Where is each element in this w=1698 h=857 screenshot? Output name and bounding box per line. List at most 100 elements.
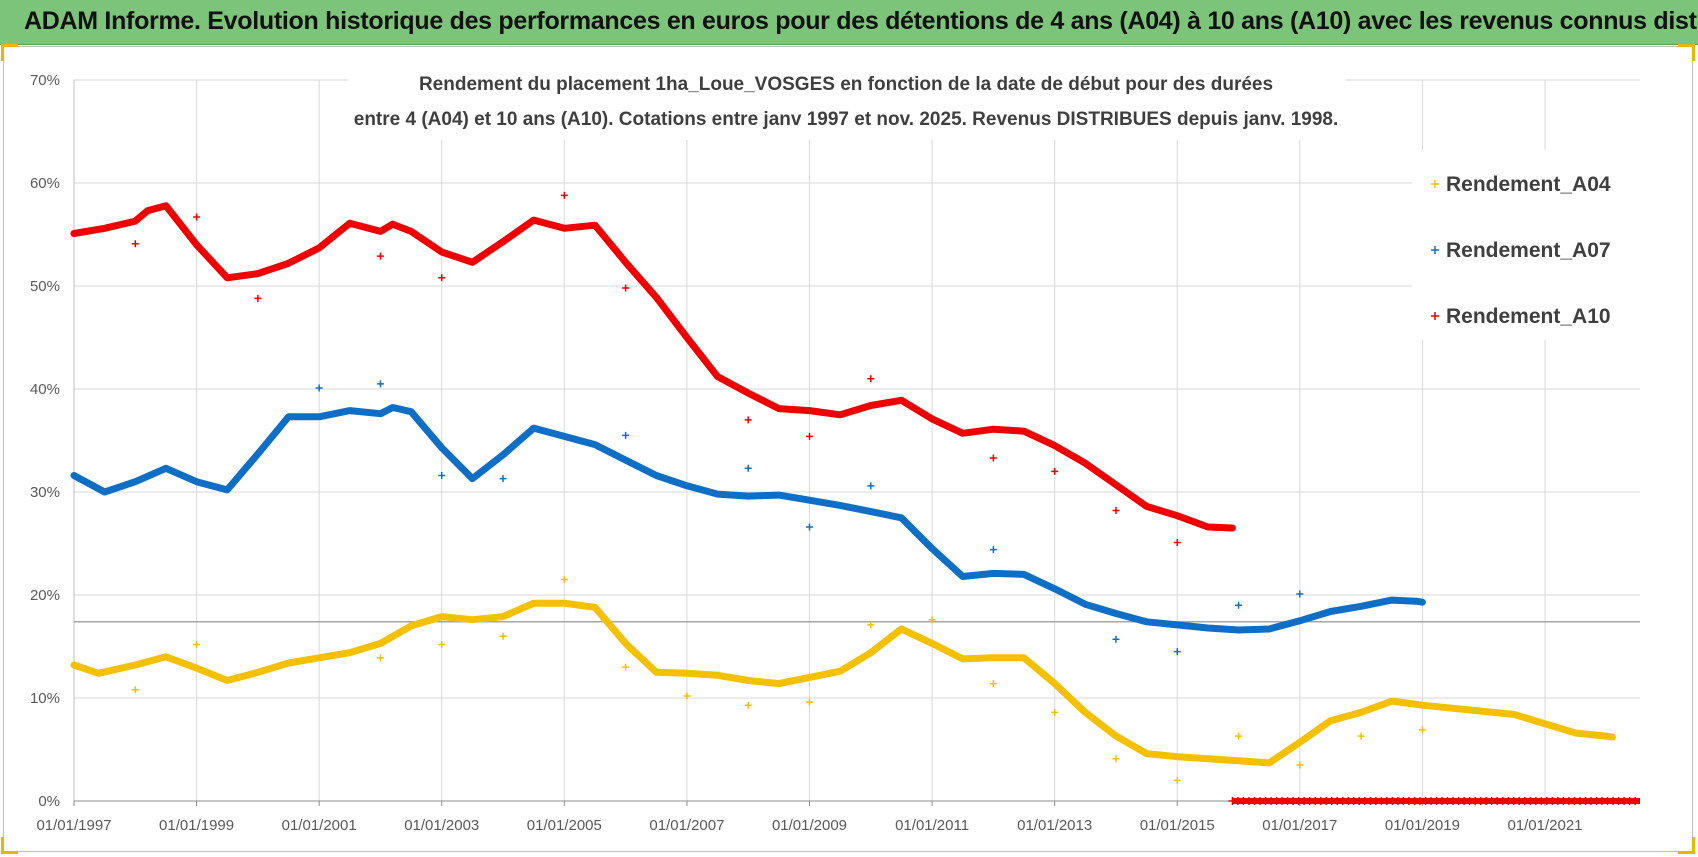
data-point-a07	[242, 466, 249, 473]
data-point-a04	[349, 648, 356, 655]
data-point-a07	[159, 466, 166, 473]
data-point-a10	[148, 206, 155, 213]
data-point-a07	[126, 480, 133, 487]
data-point-a10	[451, 253, 458, 260]
data-point-a07	[435, 440, 442, 447]
data-point-a10	[1177, 513, 1184, 520]
data-point-a07	[652, 472, 659, 479]
data-point-a04	[1372, 703, 1379, 710]
data-point-a04	[1532, 717, 1539, 724]
data-point-a04	[1543, 721, 1550, 728]
chart-title-line-2: entre 4 (A04) et 10 ans (A10). Cotations…	[354, 109, 1338, 130]
data-point-a04	[186, 662, 193, 669]
x-tick-label: 01/01/2009	[772, 817, 847, 834]
data-point-a10	[641, 281, 648, 288]
data-point-a10	[666, 312, 673, 319]
outlier-point-a07	[376, 380, 384, 388]
data-point-a04	[1265, 759, 1272, 766]
data-point-a10	[195, 243, 202, 250]
data-point-a07	[1091, 604, 1098, 611]
x-tick-label: 01/01/2013	[1017, 817, 1092, 834]
outlier-point-a10	[376, 252, 384, 260]
data-point-a07	[1108, 609, 1115, 616]
data-point-a07	[106, 487, 113, 494]
data-point-a07	[901, 517, 908, 524]
data-point-a04	[272, 663, 279, 670]
outlier-point-a04	[1357, 732, 1365, 740]
data-point-a07	[1298, 617, 1305, 624]
data-point-a07	[917, 534, 924, 541]
data-point-a04	[1519, 713, 1526, 720]
data-point-a04	[352, 648, 359, 655]
data-point-a04	[371, 642, 378, 649]
outlier-point-a10	[744, 416, 752, 424]
data-point-a10	[688, 340, 695, 347]
data-point-a04	[214, 673, 221, 680]
data-point-a07	[186, 475, 193, 482]
data-point-a10	[269, 265, 276, 272]
data-point-a07	[1301, 616, 1308, 623]
data-point-a04	[1521, 714, 1528, 721]
data-point-a07	[432, 437, 439, 444]
data-point-a10	[1174, 512, 1181, 519]
data-point-a10	[200, 249, 207, 256]
corner-mark-top-left	[1, 44, 18, 61]
data-point-a04	[1361, 708, 1368, 715]
data-point-a10	[457, 255, 464, 262]
data-point-a04	[280, 661, 287, 668]
data-point-a07	[914, 531, 921, 538]
data-point-a07	[1085, 602, 1092, 609]
data-point-a07	[145, 472, 152, 479]
data-point-a04	[206, 670, 213, 677]
data-point-a07	[264, 439, 271, 446]
outlier-point-a07	[622, 431, 630, 439]
outlier-point-a10	[560, 191, 568, 199]
outlier-point-a04	[1173, 776, 1181, 784]
data-point-a07	[230, 479, 237, 486]
data-point-a04	[1367, 706, 1374, 713]
data-point-a04	[73, 662, 80, 669]
data-point-a04	[1375, 702, 1382, 709]
outlier-point-a07	[867, 482, 875, 490]
data-point-a10	[448, 252, 455, 259]
data-point-a04	[346, 649, 353, 656]
legend-background	[1412, 150, 1644, 340]
data-point-a07	[410, 411, 417, 418]
x-tick-label: 01/01/2015	[1140, 817, 1215, 834]
data-point-a07	[672, 478, 679, 485]
data-point-a07	[170, 468, 177, 475]
data-point-a04	[181, 660, 188, 667]
data-point-a04	[1535, 718, 1542, 725]
data-point-a10	[846, 409, 853, 416]
data-point-a07	[247, 459, 254, 466]
data-point-a04	[93, 669, 100, 676]
data-point-a07	[1088, 603, 1095, 610]
data-point-a07	[898, 514, 905, 521]
data-point-a10	[650, 290, 657, 297]
data-point-a07	[112, 485, 119, 492]
data-point-a10	[854, 406, 861, 413]
x-tick-label: 01/01/2011	[895, 817, 969, 834]
data-point-a10	[528, 218, 535, 225]
data-point-a04	[592, 604, 599, 611]
x-tick-label: 01/01/2007	[649, 817, 724, 834]
data-point-a10	[1165, 510, 1172, 517]
outlier-point-a07	[1296, 590, 1304, 598]
data-point-a10	[186, 233, 193, 240]
outlier-point-a10	[1051, 467, 1059, 475]
data-point-a07	[269, 433, 276, 440]
data-point-a07	[677, 480, 684, 487]
data-point-a04	[1383, 699, 1390, 706]
data-point-a07	[244, 462, 251, 469]
data-point-a04	[1359, 709, 1366, 716]
legend-marker-a07	[1431, 246, 1439, 254]
data-point-a04	[277, 662, 284, 669]
data-point-a10	[617, 252, 624, 259]
outlier-point-a04	[1235, 732, 1243, 740]
data-point-a07	[462, 468, 469, 475]
outlier-point-a04	[438, 640, 446, 648]
data-point-a07	[178, 472, 185, 479]
data-point-a04	[619, 637, 626, 644]
data-point-a07	[1306, 614, 1313, 621]
y-tick-label: 10%	[30, 690, 60, 707]
